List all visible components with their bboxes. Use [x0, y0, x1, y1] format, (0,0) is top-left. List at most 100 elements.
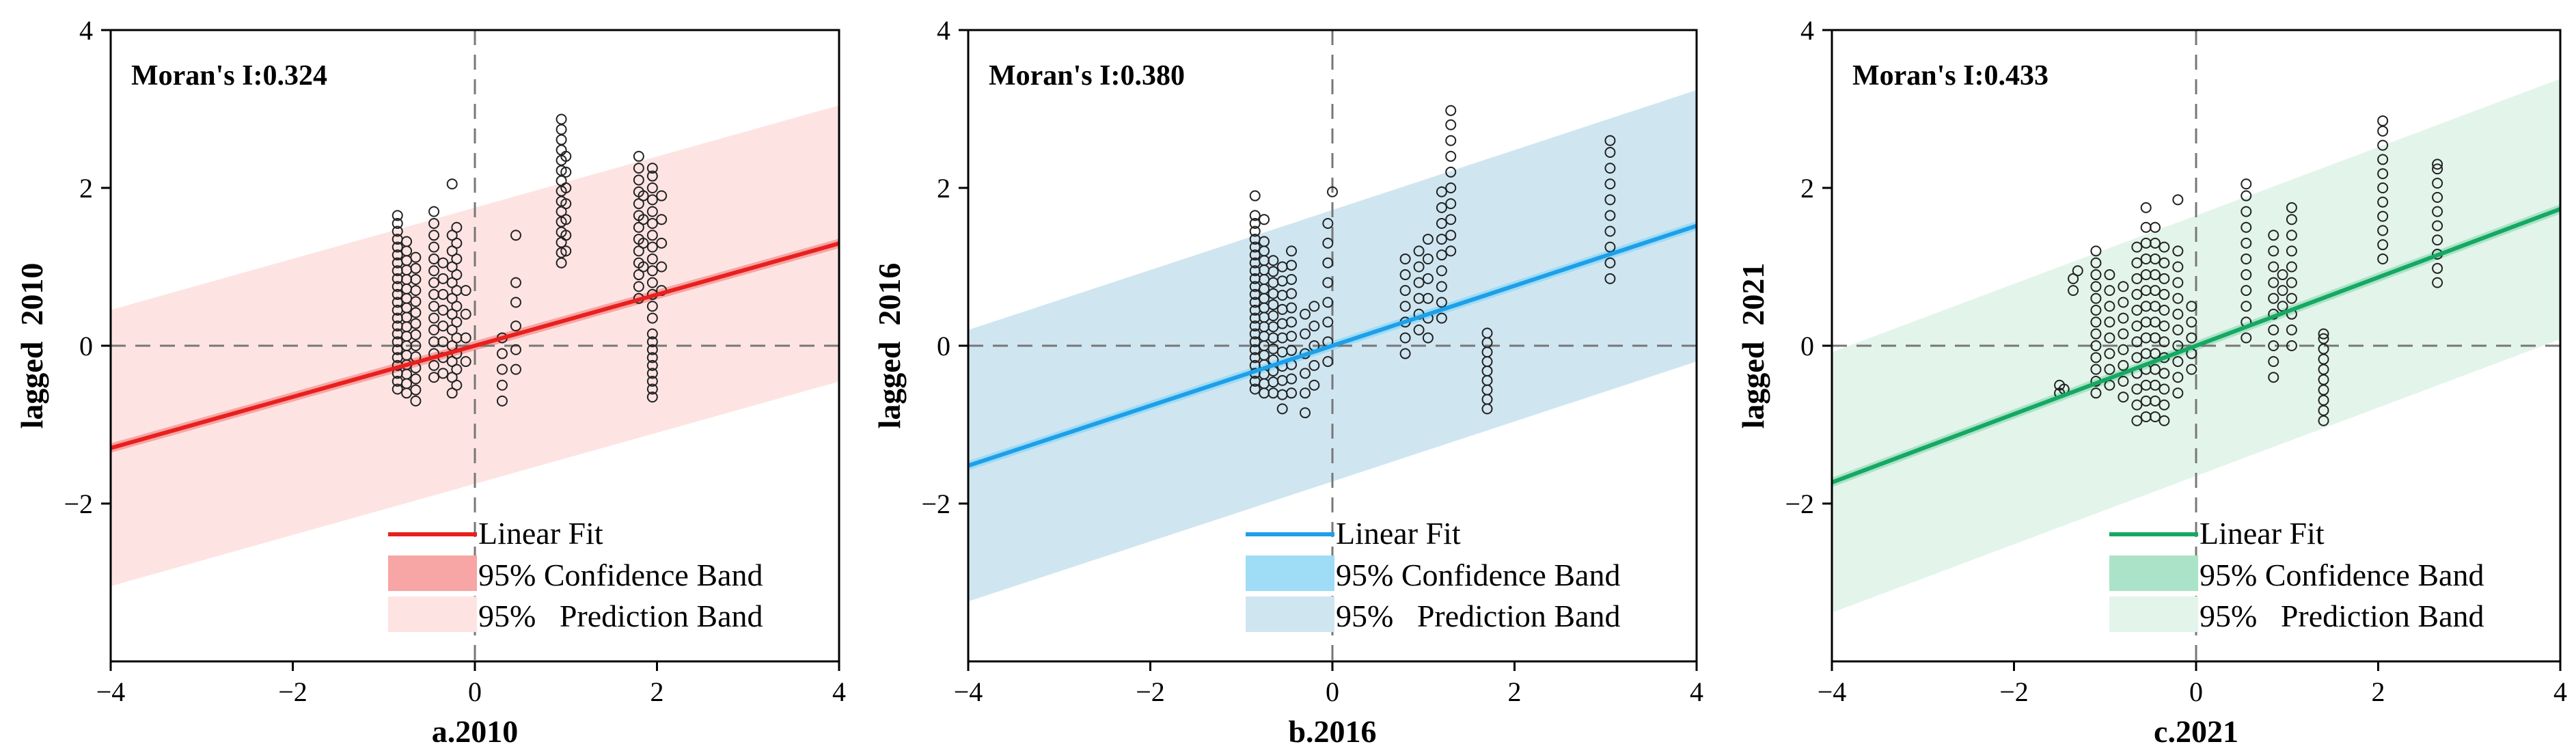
legend-label-prediction: 95% Prediction Band	[1336, 599, 1621, 633]
scatter-point	[2090, 305, 2102, 316]
scatter-point	[410, 395, 422, 407]
scatter-point	[2432, 220, 2443, 232]
legend-swatch-prediction	[388, 596, 477, 632]
plot-area	[968, 30, 1697, 661]
scatter-point	[1249, 210, 1261, 221]
x-tick-label: 4	[1690, 676, 1703, 707]
scatter-point	[428, 312, 440, 324]
scatter-point	[2377, 210, 2389, 222]
scatter-point	[2377, 196, 2389, 208]
scatter-point	[2159, 336, 2170, 348]
scatter-point	[392, 288, 403, 300]
legend-label-linear-fit: Linear Fit	[2200, 516, 2325, 551]
scatter-point	[451, 301, 463, 312]
scatter-point	[2241, 253, 2252, 264]
scatter-point	[2118, 359, 2129, 371]
scatter-point	[2286, 214, 2297, 225]
scatter-point	[2318, 363, 2329, 375]
x-axis-label: c.2021	[2154, 714, 2238, 749]
scatter-point	[401, 236, 413, 247]
scatter-point	[2268, 261, 2279, 273]
scatter-point	[2286, 292, 2297, 304]
scatter-point	[2068, 273, 2079, 284]
scatter-point	[510, 363, 521, 375]
scatter-point	[1604, 241, 1616, 253]
scatter-point	[446, 324, 458, 335]
scatter-point	[2159, 415, 2170, 426]
legend-label-linear-fit: Linear Fit	[478, 516, 603, 551]
scatter-point	[2377, 125, 2389, 137]
scatter-point	[1259, 214, 1270, 225]
scatter-point	[451, 269, 463, 281]
scatter-point	[560, 150, 572, 162]
scatter-point	[1436, 234, 1447, 245]
scatter-point	[2172, 194, 2184, 206]
scatter-point	[646, 217, 658, 229]
scatter-point	[1604, 257, 1616, 269]
scatter-point	[2268, 356, 2279, 368]
scatter-point	[428, 265, 440, 277]
scatter-point	[1413, 261, 1425, 273]
scatter-point	[446, 261, 458, 273]
x-tick-label: 0	[468, 676, 482, 707]
scatter-point	[2090, 292, 2102, 304]
scatter-point	[2150, 253, 2161, 264]
scatter-point	[2268, 324, 2279, 335]
scatter-point	[2186, 301, 2197, 312]
scatter-point	[633, 198, 644, 210]
scatter-point	[638, 190, 649, 202]
scatter-point	[2072, 265, 2083, 277]
scatter-point	[2286, 261, 2297, 273]
scatter-point	[2150, 411, 2161, 422]
y-tick-label: 2	[1800, 173, 1814, 204]
scatter-point	[1322, 316, 1334, 328]
scatter-point	[646, 375, 658, 387]
x-tick-label: 2	[1508, 676, 1522, 707]
scatter-point	[633, 281, 644, 292]
scatter-point	[638, 237, 649, 249]
scatter-point	[556, 113, 567, 125]
linear-fit-line	[111, 241, 839, 450]
scatter-point	[656, 190, 668, 202]
scatter-point	[510, 344, 521, 355]
scatter-point	[2131, 320, 2143, 332]
x-axis-label: a.2010	[432, 714, 519, 749]
scatter-point	[2159, 257, 2170, 269]
scatter-point	[392, 210, 403, 221]
scatter-point	[1286, 331, 1298, 342]
scatter-point	[446, 387, 458, 399]
legend-label-prediction: 95% Prediction Band	[478, 599, 763, 633]
x-tick-label: 2	[2372, 676, 2385, 707]
scatter-point	[560, 245, 572, 257]
scatter-point	[656, 261, 668, 273]
scatter-point	[1413, 245, 1425, 257]
scatter-point	[2432, 234, 2443, 246]
x-tick-label: 2	[650, 676, 664, 707]
x-tick-label: −4	[954, 676, 983, 707]
scatter-point	[2277, 301, 2288, 312]
scatter-point	[2172, 387, 2184, 399]
scatter-point	[446, 292, 458, 304]
scatter-point	[410, 262, 422, 274]
scatter-point	[392, 217, 403, 229]
scatter-point	[2318, 353, 2329, 365]
y-tick-label: 4	[79, 15, 93, 46]
scatter-point	[446, 308, 458, 320]
scatter-point	[1327, 186, 1338, 197]
y-tick-label: −2	[921, 489, 950, 519]
scatter-point	[410, 373, 422, 385]
scatter-point	[410, 296, 422, 307]
scatter-point	[646, 182, 658, 193]
scatter-point	[2377, 182, 2389, 193]
scatter-point	[2150, 395, 2161, 407]
scatter-point	[2432, 277, 2443, 288]
scatter-point	[2090, 328, 2102, 340]
scatter-point	[2104, 363, 2115, 375]
scatter-point	[1445, 105, 1457, 116]
scatter-point	[2118, 328, 2129, 340]
scatter-point	[1268, 299, 1279, 310]
scatter-point	[2241, 190, 2252, 202]
scatter-point	[2131, 336, 2143, 348]
scatter-point	[1436, 202, 1447, 213]
x-tick-label: 0	[1326, 676, 1339, 707]
